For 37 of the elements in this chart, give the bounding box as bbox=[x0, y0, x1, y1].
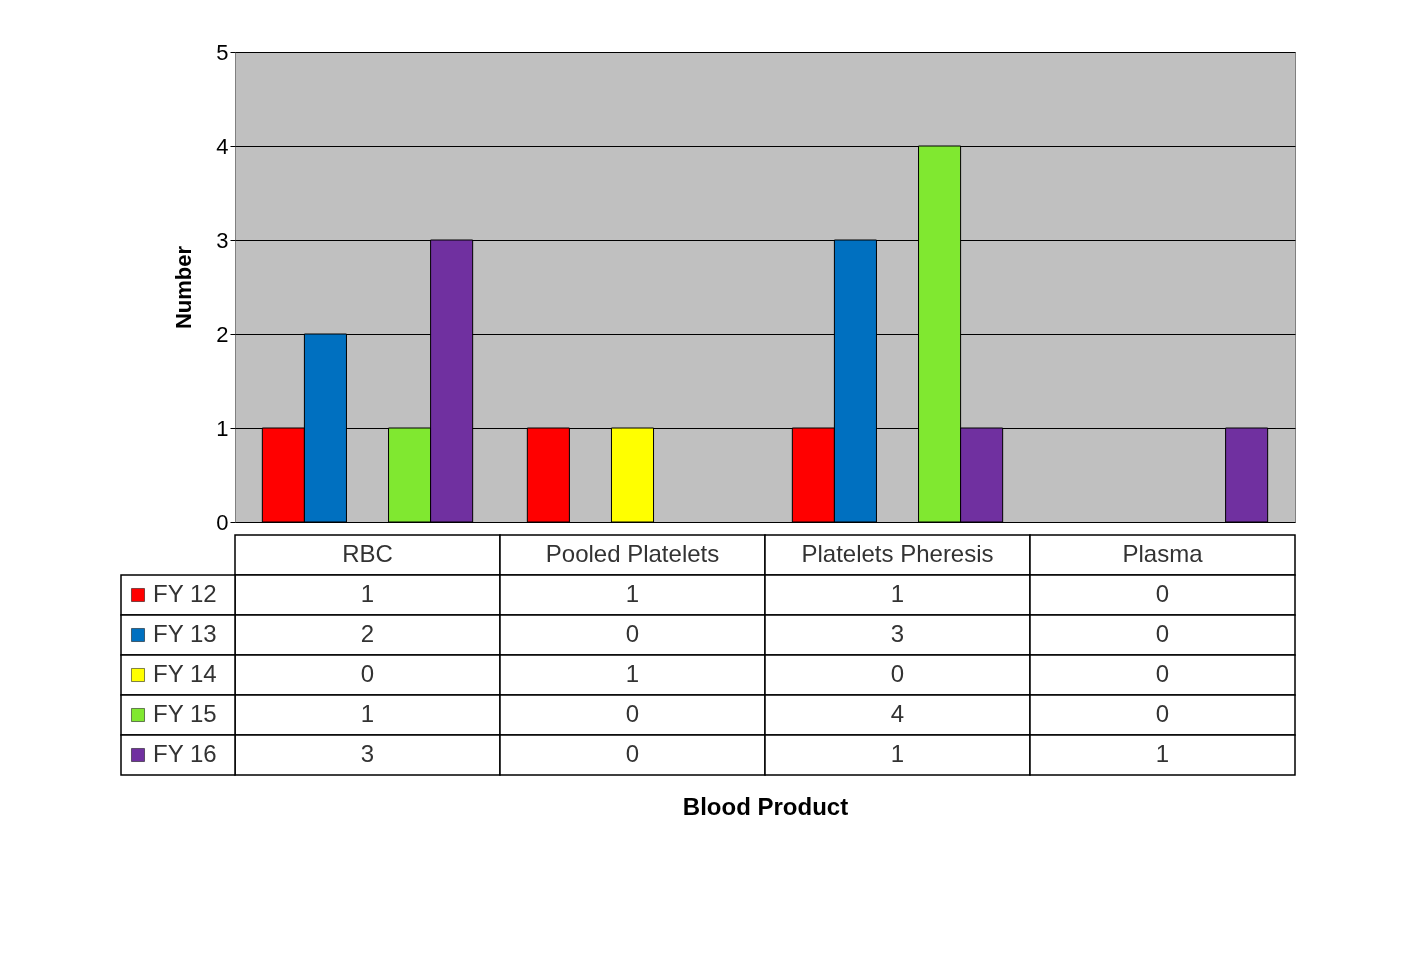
data-label: 2 bbox=[360, 620, 375, 647]
legend-label: FY 14 bbox=[153, 660, 217, 687]
x-tick-label: Platelets Pheresis bbox=[801, 540, 994, 567]
data-label: 0 bbox=[1155, 700, 1170, 727]
data-label: 0 bbox=[1155, 620, 1170, 647]
y-tick-label: 5 bbox=[216, 39, 229, 65]
data-label: 3 bbox=[360, 740, 375, 767]
y-tick-label: 0 bbox=[216, 509, 229, 535]
data-label: 4 bbox=[890, 700, 905, 727]
data-label: 0 bbox=[625, 740, 640, 767]
legend-label: FY 15 bbox=[153, 700, 217, 727]
data-label: 1 bbox=[625, 660, 640, 687]
data-label: 0 bbox=[1155, 660, 1170, 687]
y-tick-label: 3 bbox=[216, 227, 229, 253]
data-label: 1 bbox=[360, 700, 375, 727]
data-label: 1 bbox=[1155, 740, 1170, 767]
legend-label: FY 16 bbox=[153, 740, 217, 767]
data-label: 1 bbox=[890, 580, 905, 607]
legend-label: FY 13 bbox=[153, 620, 217, 647]
data-label: 0 bbox=[625, 700, 640, 727]
text: Blood Product bbox=[682, 792, 849, 820]
data-label: 0 bbox=[625, 620, 640, 647]
y-tick-label: 4 bbox=[216, 133, 229, 159]
data-label: 0 bbox=[1155, 580, 1170, 607]
y-tick-label: 2 bbox=[216, 321, 229, 347]
x-tick-label: Plasma bbox=[1122, 540, 1204, 567]
data-label: 0 bbox=[360, 660, 375, 687]
y-tick-label: 1 bbox=[216, 415, 229, 441]
x-tick-label: Pooled Platelets bbox=[545, 540, 720, 567]
data-label: 1 bbox=[890, 740, 905, 767]
y-axis-title: Number bbox=[171, 245, 197, 330]
data-label: 1 bbox=[360, 580, 375, 607]
data-label: 3 bbox=[890, 620, 905, 647]
data-label: 1 bbox=[625, 580, 640, 607]
legend-label: FY 12 bbox=[153, 580, 217, 607]
x-tick-label: RBC bbox=[342, 540, 393, 567]
data-label: 0 bbox=[890, 660, 905, 687]
